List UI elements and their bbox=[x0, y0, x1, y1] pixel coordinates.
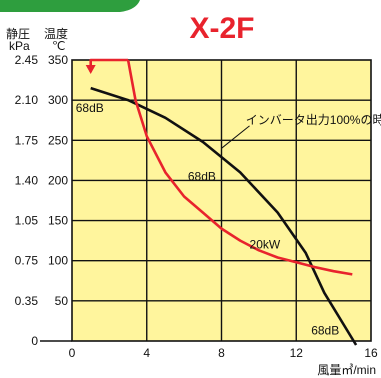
curves bbox=[85, 58, 358, 346]
pressure-unit: kPa bbox=[9, 39, 30, 53]
x-tick-label-4: 16 bbox=[364, 346, 378, 360]
y-left-tick-label-2: 1.75 bbox=[15, 133, 39, 147]
chart-title: X-2F bbox=[189, 12, 254, 45]
plot-frame bbox=[40, 59, 372, 342]
y-right-tick-label-2: 250 bbox=[48, 133, 68, 147]
x-tick-label-0: 0 bbox=[69, 346, 76, 360]
tick-labels: 0 4 8 12 16 2.45 2.10 1.75 1.40 1.05 0.75 0.35 0 350 3… bbox=[15, 53, 378, 360]
y-left-tick-label-4: 1.05 bbox=[15, 214, 39, 228]
y-left-tick-label-5: 0.75 bbox=[15, 254, 39, 268]
annotation-2: 68dB bbox=[188, 169, 216, 183]
y-right-tick-label-4: 150 bbox=[48, 214, 68, 228]
annotation-1: インバータ出力100%の時 bbox=[246, 113, 381, 127]
y-left-tick-label-6: 0.35 bbox=[15, 294, 39, 308]
x-tick-label-3: 12 bbox=[290, 346, 304, 360]
y-right-tick-label-1: 300 bbox=[48, 93, 68, 107]
grid bbox=[72, 60, 371, 341]
x-axis-label: 風量㎥/min bbox=[317, 363, 376, 377]
annotation-pointer bbox=[221, 125, 250, 149]
y-right-tick-label-5: 100 bbox=[48, 254, 68, 268]
y-left-tick-label-3: 1.40 bbox=[15, 173, 39, 187]
temperature-unit: ℃ bbox=[52, 39, 65, 53]
plot-border bbox=[71, 59, 372, 342]
temperature-label: 温度 bbox=[44, 26, 68, 41]
y-right-tick-label-3: 200 bbox=[48, 173, 68, 187]
x-tick-label-1: 4 bbox=[143, 346, 150, 360]
y-left-tick-label-1: 2.10 bbox=[15, 93, 39, 107]
y-left-tick-label-7: 0 bbox=[31, 334, 38, 348]
curve-temperature-1 bbox=[126, 59, 353, 276]
y-right-tick-label-6: 50 bbox=[55, 294, 69, 308]
annotation-0: 68dB bbox=[76, 101, 104, 115]
y-left-tick-label-0: 2.45 bbox=[15, 53, 39, 67]
x-tick-label-2: 8 bbox=[218, 346, 225, 360]
curve-arrowhead-2 bbox=[85, 65, 96, 75]
corner-tab bbox=[0, 0, 140, 12]
curve-pressure-0 bbox=[90, 86, 358, 346]
annotation-4: 68dB bbox=[311, 324, 339, 338]
y-right-tick-label-0: 350 bbox=[48, 53, 68, 67]
annotation-3: 20kW bbox=[250, 238, 281, 252]
annotations: 68dB インバータ出力100%の時 68dB 20kW 68dB bbox=[76, 101, 381, 337]
pressure-label: 静圧 bbox=[6, 27, 30, 41]
